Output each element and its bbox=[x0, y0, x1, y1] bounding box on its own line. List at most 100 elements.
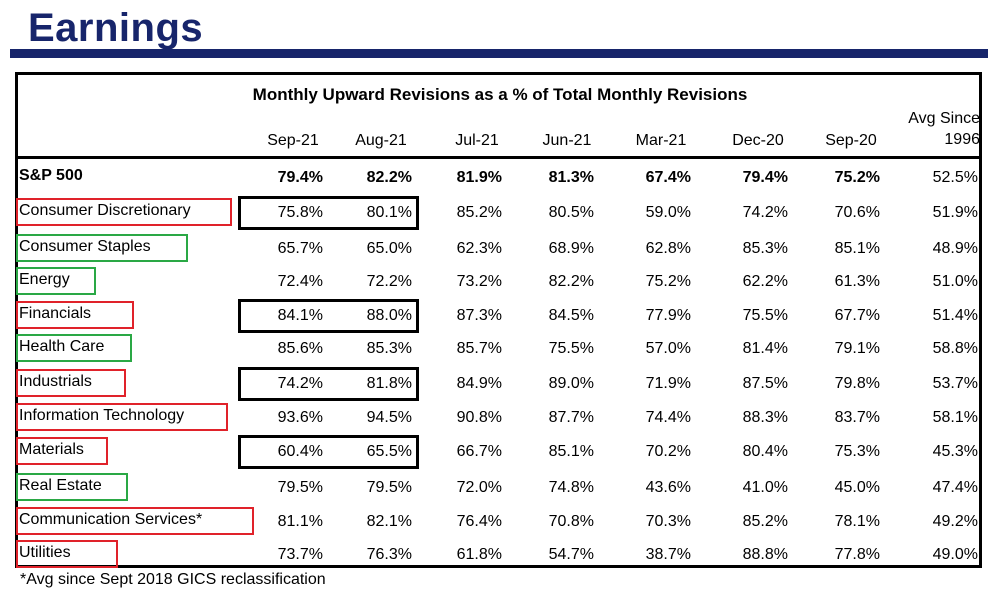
table-cell: 67.7% bbox=[834, 307, 880, 324]
table-cell: 73.2% bbox=[456, 273, 502, 290]
table-row: Real Estate 79.5% 79.5% 72.0% 74.8% 43.6% 41.0… bbox=[15, 473, 982, 503]
table-cell: 74.2% bbox=[277, 375, 323, 392]
table-cell: 43.6% bbox=[645, 479, 691, 496]
table-cell: 81.9% bbox=[456, 169, 502, 186]
table-cell: 54.7% bbox=[548, 546, 594, 563]
avg-since-header-line2: 1996 bbox=[944, 131, 980, 148]
table-cell: 41.0% bbox=[742, 479, 788, 496]
row-label: Materials bbox=[19, 441, 84, 458]
table-cell: 82.2% bbox=[366, 169, 412, 186]
avg-since-header-line1: Avg Since bbox=[908, 110, 980, 127]
table-cell: 79.1% bbox=[834, 340, 880, 357]
table-cell: 68.9% bbox=[548, 240, 594, 257]
row-label: Information Technology bbox=[19, 407, 185, 424]
table-row: Industrials 74.2% 81.8% 84.9% 89.0% 71.9% 87.5… bbox=[15, 367, 982, 401]
row-label: Health Care bbox=[19, 338, 105, 355]
table-cell: 70.8% bbox=[548, 513, 594, 530]
table-cell: 71.9% bbox=[645, 375, 691, 392]
table-cell: 75.5% bbox=[548, 340, 594, 357]
table-cell: 87.3% bbox=[456, 307, 502, 324]
column-header: Dec-20 bbox=[732, 132, 784, 149]
table-cell: 81.4% bbox=[742, 340, 788, 357]
row-label-highlight-box bbox=[16, 267, 96, 295]
table-cell: 87.7% bbox=[548, 409, 594, 426]
table-cell: 85.3% bbox=[366, 340, 412, 357]
row-label: Energy bbox=[19, 271, 70, 288]
table-row: Utilities 73.7% 76.3% 61.8% 54.7% 38.7% 88.8% 7… bbox=[15, 540, 982, 570]
table-caption: Monthly Upward Revisions as a % of Total… bbox=[252, 85, 748, 104]
table-cell: 61.3% bbox=[834, 273, 880, 290]
row-label: S&P 500 bbox=[19, 167, 83, 184]
table-cell: 85.7% bbox=[456, 340, 502, 357]
row-label-highlight-box bbox=[16, 234, 188, 262]
table-cell: 79.5% bbox=[277, 479, 323, 496]
recent-months-highlight-box bbox=[238, 435, 419, 469]
table-cell: 87.5% bbox=[742, 375, 788, 392]
table-cell: 85.2% bbox=[742, 513, 788, 530]
row-label-highlight-box bbox=[16, 369, 126, 397]
table-cell: 77.9% bbox=[645, 307, 691, 324]
table-row: S&P 500 79.4% 82.2% 81.9% 81.3% 67.4% 79.4% 75.… bbox=[15, 163, 982, 193]
row-label: Real Estate bbox=[19, 477, 102, 494]
row-label-highlight-box bbox=[16, 301, 134, 329]
table-cell: 45.0% bbox=[834, 479, 880, 496]
table-cell: 83.7% bbox=[834, 409, 880, 426]
table-cell: 74.2% bbox=[742, 204, 788, 221]
avg-since-header: Avg Since 1996 bbox=[880, 108, 980, 150]
table-cell: 81.8% bbox=[366, 375, 412, 392]
table-cell: 72.0% bbox=[456, 479, 502, 496]
table-cell: 65.7% bbox=[277, 240, 323, 257]
table-cell: 61.8% bbox=[456, 546, 502, 563]
footnote: *Avg since Sept 2018 GICS reclassificati… bbox=[20, 571, 326, 588]
table-cell: 85.1% bbox=[548, 443, 594, 460]
table-cell: 74.8% bbox=[548, 479, 594, 496]
row-label-highlight-box bbox=[16, 334, 132, 362]
table-cell: 75.2% bbox=[834, 169, 880, 186]
table-cell: 38.7% bbox=[645, 546, 691, 563]
table-cell: 72.4% bbox=[277, 273, 323, 290]
row-label: Communication Services* bbox=[19, 511, 203, 528]
table-row: Consumer Discretionary 75.8% 80.1% 85.2% 80.… bbox=[15, 196, 982, 230]
table-cell: 79.8% bbox=[834, 375, 880, 392]
table-cell: 51.0% bbox=[932, 273, 978, 290]
title-rule bbox=[10, 49, 988, 58]
row-label: Consumer Staples bbox=[19, 238, 151, 255]
row-label-highlight-box bbox=[16, 473, 128, 501]
table-cell: 81.3% bbox=[548, 169, 594, 186]
table-cell: 80.1% bbox=[366, 204, 412, 221]
table-cell: 79.4% bbox=[277, 169, 323, 186]
table-cell: 84.1% bbox=[277, 307, 323, 324]
table-cell: 52.5% bbox=[932, 169, 978, 186]
row-label-highlight-box bbox=[16, 507, 254, 535]
column-header: Sep-21 bbox=[267, 132, 319, 149]
table-cell: 82.2% bbox=[548, 273, 594, 290]
row-label: Consumer Discretionary bbox=[19, 202, 191, 219]
table-row: Financials 84.1% 88.0% 87.3% 84.5% 77.9% 75.5%… bbox=[15, 299, 982, 333]
table-cell: 58.8% bbox=[932, 340, 978, 357]
table-cell: 90.8% bbox=[456, 409, 502, 426]
table-cell: 75.2% bbox=[645, 273, 691, 290]
table-cell: 78.1% bbox=[834, 513, 880, 530]
table-cell: 70.2% bbox=[645, 443, 691, 460]
table-cell: 80.5% bbox=[548, 204, 594, 221]
recent-months-highlight-box bbox=[238, 299, 419, 333]
table-cell: 62.8% bbox=[645, 240, 691, 257]
table-cell: 70.6% bbox=[834, 204, 880, 221]
table-cell: 62.3% bbox=[456, 240, 502, 257]
table-cell: 85.1% bbox=[834, 240, 880, 257]
column-header: Jul-21 bbox=[455, 132, 499, 149]
table-cell: 49.2% bbox=[932, 513, 978, 530]
row-label-highlight-box bbox=[16, 403, 228, 431]
table-row: Health Care 85.6% 85.3% 85.7% 75.5% 57.0% 81.4… bbox=[15, 334, 982, 364]
table-cell: 53.7% bbox=[932, 375, 978, 392]
table-cell: 88.8% bbox=[742, 546, 788, 563]
table-cell: 59.0% bbox=[645, 204, 691, 221]
table-cell: 85.3% bbox=[742, 240, 788, 257]
table-cell: 62.2% bbox=[742, 273, 788, 290]
table-cell: 67.4% bbox=[645, 169, 691, 186]
table-cell: 45.3% bbox=[932, 443, 978, 460]
table-cell: 58.1% bbox=[932, 409, 978, 426]
table-row: Consumer Staples 65.7% 65.0% 62.3% 68.9% 62.8… bbox=[15, 234, 982, 264]
table-cell: 85.6% bbox=[277, 340, 323, 357]
table-cell: 80.4% bbox=[742, 443, 788, 460]
